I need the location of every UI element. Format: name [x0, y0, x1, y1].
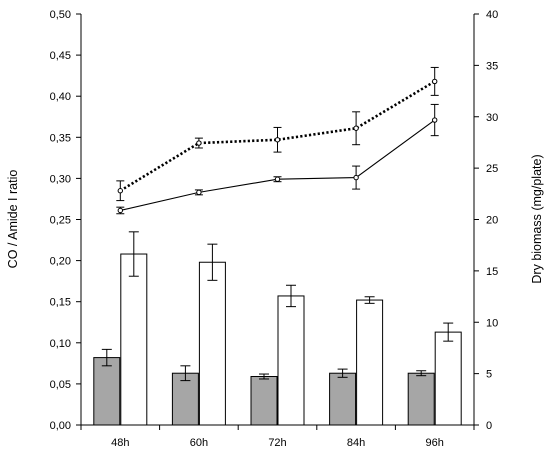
y-left-tick-label: 0,35: [50, 132, 71, 144]
line-point: [353, 125, 359, 131]
y-left-axis-title: CO / Amide I ratio: [6, 170, 20, 269]
line-point: [117, 188, 124, 194]
y-right-tick-label: 20: [486, 215, 498, 227]
y-left-tick-label: 0,30: [50, 173, 71, 185]
y-right-tick-label: 25: [486, 163, 498, 175]
bar-error-bar: [128, 231, 139, 277]
bars: [93, 231, 462, 426]
x-tick-label: 48h: [111, 437, 129, 449]
bar-s1: [250, 376, 278, 426]
y-right-tick-label: 0: [486, 420, 492, 432]
y-right-tick-label: 5: [486, 369, 492, 381]
right-axis-ticks: 0 5 10 15 20 25 30 35 40: [474, 9, 498, 432]
x-tick-label: 96h: [426, 437, 444, 449]
line-point: [432, 78, 438, 85]
y-left-tick-label: 0,25: [50, 215, 71, 227]
bar-error-bar: [443, 322, 454, 342]
y-right-tick-label: 15: [486, 266, 498, 278]
bar-error-bar: [416, 370, 427, 377]
y-right-tick-label: 35: [486, 60, 498, 72]
y-right-tick-label: 10: [486, 317, 498, 329]
x-tick-label: 72h: [268, 437, 286, 449]
bar-s1: [93, 357, 121, 426]
line-point: [432, 117, 438, 123]
left-axis-ticks: 0,00 0,05 0,10 0,15 0,20 0,25 0,30 0,35 0,40 0,45…: [50, 9, 81, 432]
line-point: [196, 140, 202, 146]
bar-s2: [120, 253, 148, 426]
y-left-tick-label: 0,50: [50, 9, 71, 21]
bar-s1: [407, 372, 435, 426]
bar-s2: [277, 295, 305, 426]
y-left-tick-label: 0,05: [50, 379, 71, 391]
bar-error-bar: [180, 365, 191, 382]
y-right-tick-label: 40: [486, 9, 498, 21]
line-point: [196, 189, 202, 196]
x-tick-label: 84h: [347, 437, 365, 449]
bar-error-bar: [286, 284, 296, 308]
bar-s1: [329, 372, 357, 426]
bar-error-bar: [207, 243, 218, 281]
bar-error-bar: [337, 368, 348, 378]
bar-s1: [171, 372, 199, 426]
x-tick-label: 60h: [190, 437, 208, 449]
line-point: [117, 207, 124, 214]
y-left-tick-label: 0,00: [50, 420, 71, 432]
y-right-tick-label: 30: [486, 112, 498, 124]
line-point: [274, 137, 281, 143]
y-left-tick-label: 0,15: [50, 297, 71, 309]
line-point: [353, 174, 359, 181]
y-left-tick-label: 0,20: [50, 256, 71, 268]
y-left-tick-label: 0,45: [50, 50, 71, 62]
bar-error-bar: [259, 373, 269, 380]
x-axis-ticks: 48h 60h 72h 84h 96h: [80, 425, 475, 449]
y-right-axis-title: Dry biomass (mg/plate): [530, 154, 544, 283]
lines: [116, 66, 439, 215]
bar-error-bar: [364, 296, 375, 304]
y-left-tick-label: 0,10: [50, 338, 71, 350]
line-point: [274, 176, 281, 182]
bar-error-bar: [101, 348, 112, 367]
bar-s2: [356, 299, 384, 426]
y-left-tick-label: 0,40: [50, 91, 71, 103]
bar-s2: [198, 261, 226, 426]
bar-s2: [434, 331, 462, 426]
